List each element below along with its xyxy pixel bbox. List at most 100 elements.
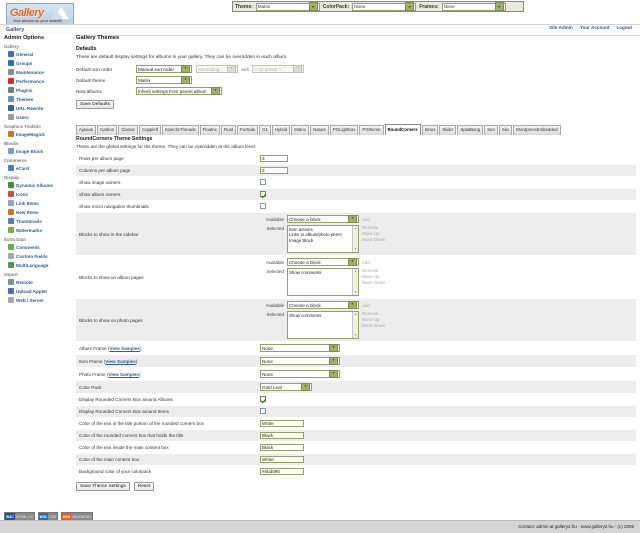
sidebar-add-link[interactable]: Add: [362, 216, 370, 222]
item-frame-dropdown[interactable]: None ▾: [260, 357, 340, 365]
sidebar-item-custom-fields[interactable]: Custom Fields: [8, 252, 74, 260]
new-albums-dropdown[interactable]: Inherit settings from parent album ▾: [136, 87, 222, 95]
breadcrumb[interactable]: Gallery: [6, 27, 25, 33]
sidebar-item-users[interactable]: Users: [8, 113, 74, 121]
list-item[interactable]: Item actions: [289, 227, 313, 232]
sidebar-item-icons[interactable]: Icons: [8, 190, 74, 198]
sidebar-item-thumbnails[interactable]: Thumbnails: [8, 217, 74, 225]
sidebar-selected-listbox[interactable]: Item actions Links to album/photo peers …: [287, 225, 359, 253]
save-theme-settings-button[interactable]: Save Theme Settings: [76, 482, 130, 491]
sidebar-item-groups[interactable]: Groups: [8, 59, 74, 67]
sidebar-item-url-rewrite[interactable]: URL Rewrite: [8, 104, 74, 112]
colorpack-selector-dropdown[interactable]: None ▾: [352, 2, 417, 11]
remove-link[interactable]: Remove: [362, 311, 379, 316]
list-item[interactable]: Show comments: [289, 270, 322, 275]
frames-selector-dropdown[interactable]: None ▾: [441, 2, 506, 11]
show-image-owners-checkbox[interactable]: [260, 179, 266, 185]
tab-eclecticthreads[interactable]: EclecticThreads: [162, 125, 199, 135]
tab-wordpressembedded[interactable]: WordpressEmbedded: [513, 125, 561, 135]
sidebar-item-general[interactable]: General: [8, 50, 74, 58]
photo-frame-view-samples-link[interactable]: View Samples: [108, 371, 139, 377]
sort-direction-dropdown[interactable]: Ascending ▾: [196, 65, 238, 73]
move-up-link[interactable]: Move Up: [362, 317, 380, 322]
list-item[interactable]: Show comments: [289, 313, 322, 318]
tab-ajaxian[interactable]: Ajaxian: [76, 125, 97, 135]
list-item[interactable]: Image Block: [289, 237, 314, 243]
album-frame-view-samples-link[interactable]: View Samples: [109, 345, 140, 351]
scrollbar[interactable]: ▴ ▾: [352, 269, 358, 295]
photo-add-link[interactable]: Add: [362, 302, 370, 308]
move-up-link[interactable]: Move Up: [362, 274, 380, 279]
album-available-dropdown[interactable]: Choose a block ▾: [287, 258, 359, 266]
default-theme-dropdown[interactable]: Matrix ▾: [136, 76, 192, 84]
album-add-link[interactable]: Add: [362, 259, 370, 265]
scrollbar[interactable]: ▴ ▾: [352, 226, 358, 252]
sidebar-item-themes[interactable]: Themes: [8, 95, 74, 103]
default-sort-order-dropdown[interactable]: Manual sort order ▾: [136, 65, 192, 73]
sidebar-item-ecard[interactable]: eCard: [8, 164, 74, 172]
gallery-logo[interactable]: Gallery Your photos on your website: [6, 3, 74, 25]
color-pack-dropdown[interactable]: Gold Leaf ▾: [260, 383, 312, 391]
sidebar-item-multilanguage[interactable]: MultiLanguage: [8, 261, 74, 269]
title-text-color-input[interactable]: [260, 420, 304, 427]
item-frame-view-samples-link[interactable]: View Samples: [105, 358, 136, 364]
sidebar-item-maintenance[interactable]: Maintenance: [8, 68, 74, 76]
sort-preset-dropdown[interactable]: < no preset > ▾: [252, 65, 305, 73]
remove-link[interactable]: Remove: [362, 225, 379, 230]
tab-forsale[interactable]: ForSale: [237, 125, 259, 135]
tab-fluid[interactable]: Fluid: [220, 125, 237, 135]
sidebar-item-upload-applet[interactable]: Upload Applet: [8, 287, 74, 295]
album-frame-dropdown[interactable]: None ▾: [260, 344, 340, 352]
save-defaults-button[interactable]: Save Defaults: [76, 100, 114, 109]
title-box-color-input[interactable]: [260, 432, 304, 439]
move-down-link[interactable]: Move Down: [362, 323, 386, 328]
tab-nature[interactable]: Nature: [309, 125, 329, 135]
tab-pgtheme[interactable]: PGtheme: [359, 125, 384, 135]
sidebar-item-comments[interactable]: Comments: [8, 243, 74, 251]
background-color-input[interactable]: [260, 468, 304, 475]
move-down-link[interactable]: Move Down: [362, 237, 386, 242]
content-text-color-input[interactable]: [260, 444, 304, 451]
content-box-color-input[interactable]: [260, 456, 304, 463]
list-item[interactable]: Links to album/photo peers: [289, 232, 342, 238]
tab-carbon[interactable]: Carbon: [97, 125, 118, 135]
your-account-link[interactable]: Your Account: [579, 25, 610, 30]
tab-roundcorners[interactable]: RoundCorners: [384, 124, 421, 135]
tab-pglightbox[interactable]: PGLightbox: [329, 125, 359, 135]
rounded-items-checkbox[interactable]: [260, 408, 266, 414]
sidebar-item-imagemagick[interactable]: ImageMagick: [8, 130, 74, 138]
tab-sirius[interactable]: Sirius: [421, 125, 439, 135]
sidebar-item-performance[interactable]: Performance: [8, 77, 74, 85]
sidebar-item-plugins[interactable]: Plugins: [8, 86, 74, 94]
tab-hybrid[interactable]: Hybrid: [271, 125, 291, 135]
remove-link[interactable]: Remove: [362, 268, 379, 273]
tab-g1[interactable]: G1: [259, 125, 271, 135]
album-selected-listbox[interactable]: Show comments ▴ ▾: [287, 268, 359, 296]
tab-splatbang[interactable]: SplatBang: [457, 125, 484, 135]
move-down-link[interactable]: Move Down: [362, 280, 386, 285]
photo-available-dropdown[interactable]: Choose a block ▾: [287, 301, 359, 309]
sidebar-item-new-items[interactable]: New Items: [8, 208, 74, 216]
scrollbar[interactable]: ▴ ▾: [352, 312, 358, 338]
columns-per-page-input[interactable]: [260, 167, 288, 174]
rounded-albums-checkbox[interactable]: [260, 396, 266, 402]
reset-button[interactable]: Reset: [133, 482, 155, 491]
logout-link[interactable]: Logout: [616, 25, 632, 30]
theme-selector-dropdown[interactable]: Matrix ▾: [255, 2, 320, 11]
show-album-owners-checkbox[interactable]: [260, 191, 266, 197]
photo-selected-listbox[interactable]: Show comments ▴ ▾: [287, 311, 359, 339]
sidebar-item-watermarks[interactable]: Watermarks: [8, 226, 74, 234]
sidebar-item-link-items[interactable]: Link Items: [8, 199, 74, 207]
move-up-link[interactable]: Move Up: [362, 231, 380, 236]
tab-floatrix[interactable]: Floatrix: [199, 125, 220, 135]
tab-siio[interactable]: Siio: [498, 125, 513, 135]
sidebar-item-web-server[interactable]: Web / Server: [8, 296, 74, 304]
sidebar-item-remote[interactable]: Remote: [8, 278, 74, 286]
tab-slider[interactable]: Slider: [439, 125, 457, 135]
tab-classic[interactable]: Classic: [118, 125, 139, 135]
sidebar-available-dropdown[interactable]: Choose a block ▾: [287, 215, 359, 223]
show-micro-nav-checkbox[interactable]: [260, 203, 266, 209]
tab-coppleft[interactable]: Coppleft: [139, 125, 162, 135]
tab-sun[interactable]: Sun: [484, 125, 498, 135]
sidebar-item-dynamic-albums[interactable]: Dynamic Albums: [8, 181, 74, 189]
